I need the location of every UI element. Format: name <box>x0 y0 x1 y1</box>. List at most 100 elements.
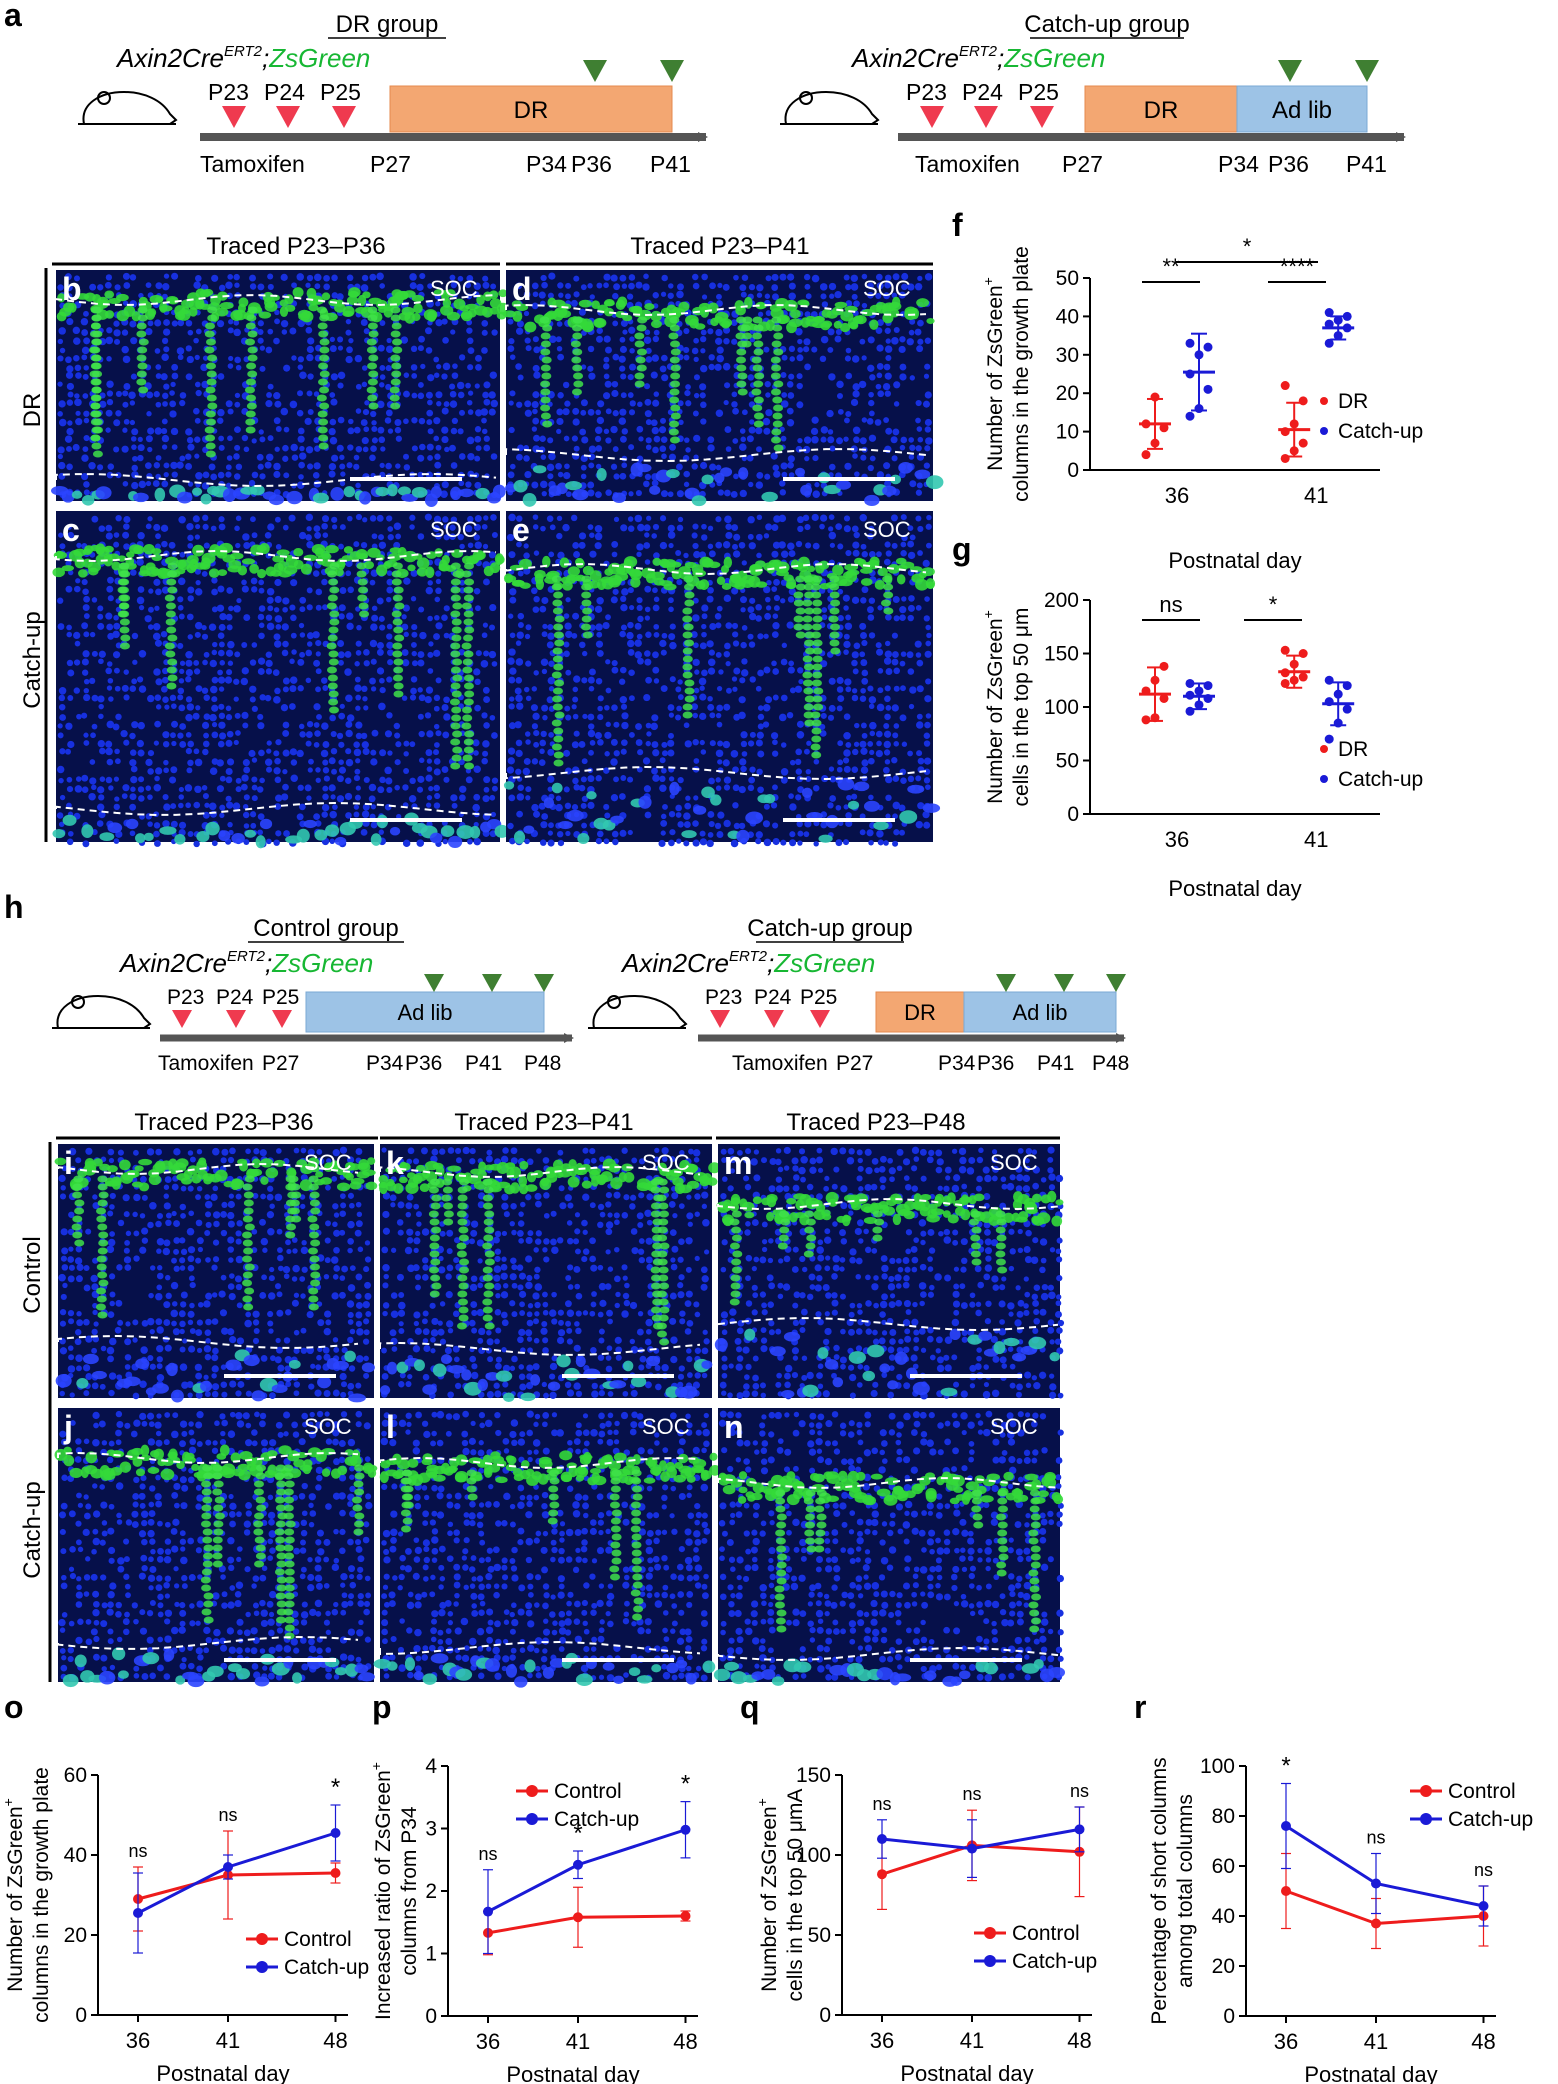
data-point <box>1371 1878 1381 1889</box>
data-point <box>1185 706 1195 716</box>
y-tick-label: 50 <box>808 1924 831 1947</box>
data-point <box>1324 308 1334 318</box>
legend-marker <box>1420 1813 1432 1825</box>
y-tick-label: 2 <box>425 1880 437 1903</box>
chart-r: 0 20 40 60 80 100 36 41 48 Postnatal day * ns ns Cont… <box>1134 1689 1533 2084</box>
panel-letter-n: n <box>724 1409 744 1445</box>
legend-marker <box>256 1961 268 1973</box>
x-tick-label: 48 <box>1471 2029 1495 2054</box>
chart-p: 0 1 2 3 4 36 41 48 Postnatal day ns * * Control Catch… <box>368 1689 698 2084</box>
x-tick-label: 48 <box>1067 2028 1091 2053</box>
legend-marker <box>1420 1785 1432 1797</box>
data-point <box>1298 649 1308 658</box>
micrograph-i: i SOC <box>54 1144 378 1403</box>
micrograph-n: n SOC <box>713 1408 1066 1687</box>
data-point <box>1298 396 1308 406</box>
column-header: Traced P23–P41 <box>630 233 809 260</box>
legend-label: Catch-up <box>1338 768 1423 791</box>
tamoxifen-marker <box>222 106 246 128</box>
series-line <box>881 1827 1080 1851</box>
series-line <box>1285 1889 1484 1926</box>
tamoxifen-marker <box>172 1010 192 1028</box>
legend-label: Control <box>1012 1922 1080 1945</box>
tamoxifen-day: P24 <box>264 79 305 105</box>
y-tick-label: 60 <box>64 1764 87 1787</box>
y-tick-label: 0 <box>1067 803 1079 826</box>
series-catch-up <box>133 1804 341 1954</box>
day-label: P36 <box>1268 151 1309 177</box>
boundary-line <box>379 1342 701 1356</box>
zsgreen-cells <box>503 555 941 845</box>
significance-label: * <box>681 1771 690 1798</box>
x-tick-label: 41 <box>1304 827 1328 852</box>
data-point <box>1324 675 1334 685</box>
x-tick-label: 48 <box>673 2029 697 2054</box>
legend-marker <box>1320 397 1328 405</box>
y-axis-label: Number of ZsGreen+ columns in the growth … <box>0 1767 53 2023</box>
data-point <box>877 1869 887 1880</box>
x-axis-label: Postnatal day <box>900 2061 1033 2084</box>
sample-marker <box>1355 60 1379 82</box>
y-tick-label: 100 <box>1044 696 1079 719</box>
significance-label: * <box>331 1774 340 1801</box>
tamoxifen-marker <box>332 106 356 128</box>
legend-label: Catch-up <box>1338 420 1423 443</box>
row-label: DR <box>19 393 46 428</box>
legend-label: DR <box>1338 738 1368 761</box>
y-tick-label: 0 <box>75 2004 87 2027</box>
legend-label: Catch-up <box>1012 1950 1097 1973</box>
column-header: Traced P23–P36 <box>134 1109 313 1136</box>
significance-label: ns <box>128 1841 147 1861</box>
y-axis-label: Number of ZsGreen+ columns in the growth … <box>980 246 1033 502</box>
data-point <box>1141 450 1151 460</box>
y-tick-label: 200 <box>1044 589 1079 612</box>
y-tick-label: 3 <box>425 1818 437 1841</box>
micrograph-d: d SOC <box>502 270 944 507</box>
dr-bar-label: DR <box>514 97 549 124</box>
boundary-line <box>55 473 497 487</box>
y-tick-label: 20 <box>1212 1955 1235 1978</box>
boundary-line <box>379 1166 701 1178</box>
x-tick-label: 41 <box>1364 2029 1388 2054</box>
soc-label: SOC <box>863 517 911 542</box>
tamoxifen-day: P24 <box>962 79 1003 105</box>
series-control <box>133 1830 341 1932</box>
dr-bar-label: DR <box>1144 97 1179 124</box>
data-point <box>133 1908 143 1918</box>
significance-label: * <box>1269 592 1278 617</box>
boundary-line <box>505 448 927 463</box>
significance-label: ns <box>218 1805 237 1825</box>
sample-marker <box>996 974 1016 992</box>
data-point <box>1342 704 1352 714</box>
legend-label: Catch-up <box>554 1808 639 1831</box>
panel-letter-c: c <box>62 512 80 548</box>
boundary-line <box>717 1647 1059 1661</box>
x-tick-label: 36 <box>126 2028 150 2053</box>
series-dr <box>1139 645 1311 725</box>
sample-marker <box>424 974 444 992</box>
data-point <box>1281 1821 1291 1831</box>
y-tick-label: 4 <box>425 1755 437 1778</box>
dr-period-bar <box>389 85 673 133</box>
y-tick-label: 50 <box>1056 750 1079 773</box>
mouse-line-label: Axin2CreERT2;ZsGreen <box>620 948 875 978</box>
significance-label: ns <box>1070 1781 1089 1801</box>
panel-letter-a: a <box>4 0 22 33</box>
nuclei-layer <box>56 513 499 848</box>
tamoxifen-label: Tamoxifen <box>158 1052 254 1075</box>
adlib-bar-label: Ad lib <box>1272 97 1332 124</box>
data-point <box>573 1912 583 1923</box>
tamoxifen-label: Tamoxifen <box>200 151 305 177</box>
schematic-catchup-group: Catch-up group Axin2CreERT2;ZsGreen DR A… <box>780 11 1406 177</box>
significance-label: ns <box>1366 1828 1385 1848</box>
y-tick-label: 30 <box>1056 344 1079 367</box>
day-label: P41 <box>465 1052 502 1075</box>
panel-letter-l: l <box>386 1409 395 1445</box>
boundary-line <box>55 294 497 306</box>
significance-label: ns <box>478 1844 497 1864</box>
significance-label: **** <box>1280 254 1315 279</box>
y-tick-label: 150 <box>796 1764 831 1787</box>
y-tick-label: 20 <box>64 1924 87 1947</box>
panel-letter-i: i <box>64 1145 73 1181</box>
zsgreen-cells <box>714 1190 1064 1399</box>
